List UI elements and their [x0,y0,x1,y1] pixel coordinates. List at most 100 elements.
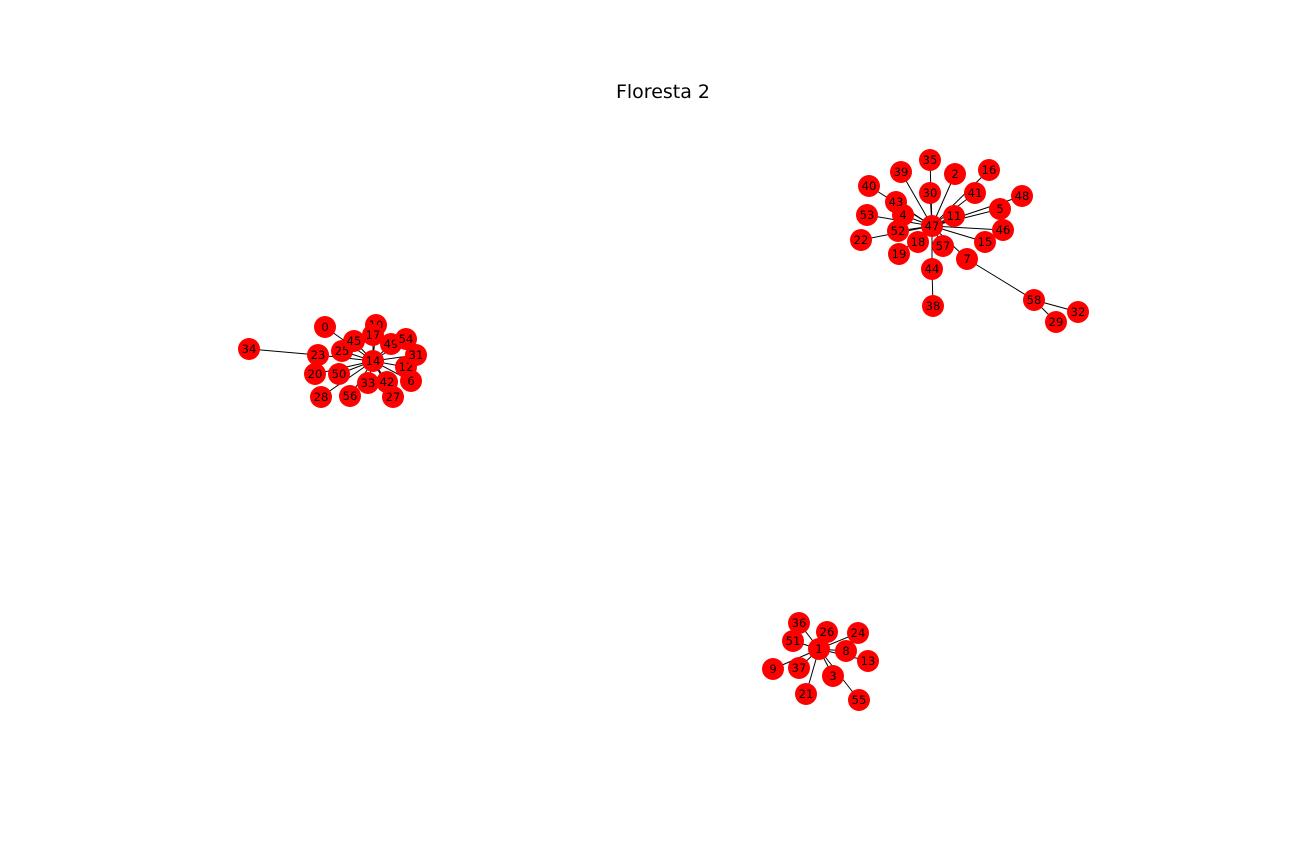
node-label: 51 [786,634,801,648]
node-label: 42 [380,375,395,389]
node-36: 36 [788,612,810,634]
node-label: 27 [386,390,401,404]
node-18: 18 [907,231,929,253]
node-label: 41 [968,186,983,200]
node-32: 32 [1067,301,1089,323]
node-circle [847,622,869,644]
node-circle [788,612,810,634]
node-11: 11 [943,205,965,227]
node-circle [919,182,941,204]
node-57: 57 [932,235,954,257]
node-38: 38 [922,295,944,317]
node-label: 22 [854,233,869,247]
node-circle [890,161,912,183]
node-label: 55 [852,693,867,707]
node-label: 53 [860,208,875,222]
node-circle [858,175,880,197]
node-circle [956,248,978,270]
node-label: 50 [332,367,347,381]
node-label: 1 [815,642,822,656]
node-40: 40 [858,175,880,197]
node-circle [405,344,427,366]
node-1: 1 [808,638,830,660]
node-label: 30 [923,186,938,200]
node-label: 26 [820,625,835,639]
node-label: 13 [861,654,876,668]
node-47: 47 [921,215,943,237]
node-54: 54 [395,328,417,350]
node-label: 40 [862,179,877,193]
node-48: 48 [1011,185,1033,207]
node-circle [978,159,1000,181]
node-label: 29 [1049,315,1064,329]
node-label: 47 [925,219,940,233]
edges-layer [248,159,1079,701]
node-55: 55 [848,689,870,711]
node-circle [932,235,954,257]
node-circle [964,182,986,204]
node-circle [885,191,907,213]
node-label: 17 [366,328,381,342]
node-label: 38 [926,299,941,313]
node-circle [1023,289,1045,311]
node-5: 5 [989,198,1011,220]
node-13: 13 [857,650,879,672]
node-51: 51 [782,630,804,652]
node-label: 19 [892,247,907,261]
node-3: 3 [822,665,844,687]
node-22: 22 [850,229,872,251]
node-label: 20 [308,367,323,381]
node-label: 52 [891,224,906,238]
node-label: 3 [829,669,836,683]
node-circle [1045,311,1067,333]
nodes-layer: 0123456789101112131415161718192021222324… [238,149,1089,711]
node-circle [822,665,844,687]
node-circle [887,220,909,242]
node-45: 45 [343,330,365,352]
node-label: 34 [242,342,257,356]
node-circle [944,163,966,185]
node-circle [362,324,384,346]
edge-47-16 [931,169,990,227]
node-label: 14 [366,354,381,368]
node-label: 5 [996,202,1003,216]
node-circle [339,385,361,407]
node-label: 35 [923,153,938,167]
edge-47-5 [931,208,1001,227]
node-41: 41 [964,182,986,204]
node-34: 34 [238,338,260,360]
node-14: 14 [362,350,384,372]
node-58: 58 [1023,289,1045,311]
node-circle [907,231,929,253]
node-label: 37 [792,661,807,675]
node-26: 26 [816,621,838,643]
node-circle [376,371,398,393]
node-label: 28 [314,390,329,404]
node-20: 20 [304,363,326,385]
node-label: 31 [409,348,424,362]
node-circle [238,338,260,360]
node-circle [310,386,332,408]
edge-23-34 [248,348,319,356]
node-circle [857,650,879,672]
node-circle [816,621,838,643]
node-circle [328,363,350,385]
node-31: 31 [405,344,427,366]
node-circle [974,231,996,253]
node-label: 4 [899,208,906,222]
node-circle [808,638,830,660]
node-circle [788,657,810,679]
node-label: 8 [842,644,849,658]
node-15: 15 [974,231,996,253]
node-label: 21 [799,687,814,701]
node-label: 48 [1015,189,1030,203]
node-52: 52 [887,220,909,242]
node-circle [314,316,336,338]
node-7: 7 [956,248,978,270]
node-53: 53 [856,204,878,226]
node-circle [357,372,379,394]
node-label: 58 [1027,293,1042,307]
node-label: 57 [936,239,951,253]
node-circle [921,215,943,237]
node-label: 56 [343,389,358,403]
